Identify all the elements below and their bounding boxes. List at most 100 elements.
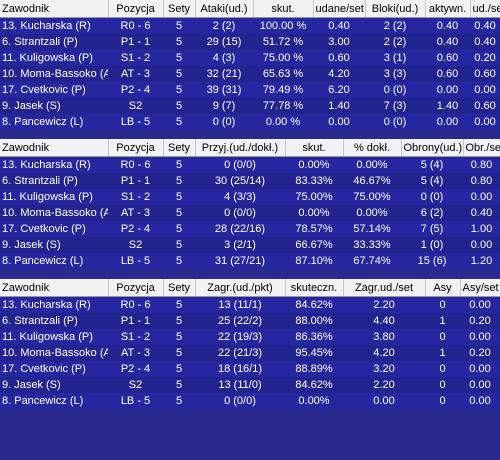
player-name-cell: 13. Kucharska (R) xyxy=(0,296,108,313)
table-row[interactable]: 10. Moma-Bassoko (A) AT - 3 5 32 (21) 65.63 … xyxy=(0,66,500,82)
player-name-cell: 17. Cvetkovic (P) xyxy=(0,82,108,98)
column-header-player[interactable]: Zawodnik xyxy=(0,279,109,297)
stat-cell: 29 (15) xyxy=(195,34,253,50)
stat-cell: 7 (3) xyxy=(365,98,425,114)
column-header-blocks[interactable]: Bloki(ud.) xyxy=(365,0,426,18)
stat-cell: 79.49 % xyxy=(253,82,313,98)
column-header-position[interactable]: Pozycja xyxy=(108,139,164,157)
column-header-aces-per-set[interactable]: Asy/set xyxy=(460,279,500,297)
table-header: Zawodnik Pozycja Sety Ataki(ud.) skut. u… xyxy=(0,0,500,18)
stat-cell: 57.14% xyxy=(343,221,401,237)
stat-cell: 2.20 xyxy=(343,296,425,313)
stat-cell: 0 xyxy=(425,377,460,393)
serve-stats-table: Zawodnik Pozycja Sety Zagr.(ud./pkt) sku… xyxy=(0,279,500,409)
column-header-position[interactable]: Pozycja xyxy=(108,0,164,18)
table-row[interactable]: 6. Strantzali (P) P1 - 1 5 29 (15) 51.72 % 3.… xyxy=(0,34,500,50)
stat-cell: 33.33% xyxy=(343,237,401,253)
stat-cell: P1 - 1 xyxy=(108,173,163,189)
table-row[interactable]: 6. Strantzali (P) P1 - 1 5 30 (25/14) 83.33%… xyxy=(0,173,500,189)
column-header-aces[interactable]: Asy xyxy=(425,279,461,297)
stat-cell: 5 xyxy=(163,173,195,189)
table-row[interactable]: 13. Kucharska (R) R0 - 6 5 13 (11/1) 84.62% 2… xyxy=(0,296,500,313)
stat-cell: 32 (21) xyxy=(195,66,253,82)
stat-cell: 75.00 % xyxy=(253,50,313,66)
stat-cell: 0.80 xyxy=(463,156,500,173)
stat-cell: 0.40 xyxy=(470,17,500,34)
stat-cell: 87.10% xyxy=(285,253,343,269)
stat-cell: P1 - 1 xyxy=(108,34,163,50)
player-name-cell: 9. Jasek (S) xyxy=(0,377,108,393)
table-row[interactable]: 10. Moma-Bassoko (A) AT - 3 5 22 (21/3) 95.4… xyxy=(0,345,500,361)
player-name-cell: 8. Pancewicz (L) xyxy=(0,253,108,269)
column-header-sets[interactable]: Sety xyxy=(163,0,196,18)
stat-cell: 0 xyxy=(425,296,460,313)
column-header-efficiency[interactable]: skuteczn. xyxy=(285,279,344,297)
table-row[interactable]: 17. Cvetkovic (P) P2 - 4 5 39 (31) 79.49 % 6.… xyxy=(0,82,500,98)
stat-cell: 5 xyxy=(163,114,195,130)
stat-cell: 0.00 xyxy=(470,114,500,130)
column-header-attacks[interactable]: Ataki(ud.) xyxy=(195,0,254,18)
column-header-receptions[interactable]: Przyj.(ud./dokł.) xyxy=(195,139,286,157)
stat-cell: 0.00% xyxy=(343,156,401,173)
table-row[interactable]: 9. Jasek (S) S2 5 9 (7) 77.78 % 1.40 7 (3) 1.40… xyxy=(0,98,500,114)
stat-cell: 3.00 xyxy=(313,34,365,50)
column-header-serves[interactable]: Zagr.(ud./pkt) xyxy=(195,279,286,297)
stat-cell: P2 - 4 xyxy=(108,221,163,237)
column-header-player[interactable]: Zawodnik xyxy=(0,0,109,18)
column-header-sets[interactable]: Sety xyxy=(163,139,196,157)
column-header-activity[interactable]: aktywn. xyxy=(425,0,471,18)
stat-cell: 0.40 xyxy=(470,34,500,50)
stat-cell: LB - 5 xyxy=(108,114,163,130)
table-row[interactable]: 9. Jasek (S) S2 5 13 (11/0) 84.62% 2.20 0 0.00 xyxy=(0,377,500,393)
column-header-defenses-per-set[interactable]: Obr./se xyxy=(463,139,500,157)
stat-cell: 13 (11/0) xyxy=(195,377,285,393)
stat-cell: 0.00% xyxy=(285,156,343,173)
column-header-serves-per-set[interactable]: Zagr.ud./set xyxy=(343,279,426,297)
stat-cell: 84.62% xyxy=(285,377,343,393)
column-header-sets[interactable]: Sety xyxy=(163,279,196,297)
stat-cell: 5 xyxy=(163,253,195,269)
column-header-blocks-per-set[interactable]: ud./se xyxy=(470,0,500,18)
stat-cell: S1 - 2 xyxy=(108,50,163,66)
stat-cell: 3 (2/1) xyxy=(195,237,285,253)
stat-cell: AT - 3 xyxy=(108,205,163,221)
column-header-player[interactable]: Zawodnik xyxy=(0,139,109,157)
stat-cell: 0 (0) xyxy=(365,82,425,98)
stat-cell: 4.40 xyxy=(343,313,425,329)
table-row[interactable]: 9. Jasek (S) S2 5 3 (2/1) 66.67% 33.33% 1 (0) 0… xyxy=(0,237,500,253)
stat-cell: 88.00% xyxy=(285,313,343,329)
stat-cell: 5 xyxy=(163,296,195,313)
table-row[interactable]: 17. Cvetkovic (P) P2 - 4 5 18 (16/1) 88.89% 3… xyxy=(0,361,500,377)
player-name-cell: 9. Jasek (S) xyxy=(0,98,108,114)
table-row[interactable]: 17. Cvetkovic (P) P2 - 4 5 28 (22/16) 78.57%… xyxy=(0,221,500,237)
player-name-cell: 13. Kucharska (R) xyxy=(0,156,108,173)
stat-cell: 0.00 xyxy=(425,82,470,98)
column-header-efficiency[interactable]: skut. xyxy=(285,139,344,157)
column-header-successful-per-set[interactable]: udane/set xyxy=(313,0,366,18)
stat-cell: 0.00 xyxy=(463,237,500,253)
stat-cell: 6 (2) xyxy=(401,205,463,221)
column-header-accuracy[interactable]: % dokł. xyxy=(343,139,402,157)
stat-cell: 30 (25/14) xyxy=(195,173,285,189)
column-header-position[interactable]: Pozycja xyxy=(108,279,164,297)
table-row[interactable]: 11. Kuligowska (P) S1 - 2 5 22 (19/3) 86.36%… xyxy=(0,329,500,345)
table-row[interactable]: 8. Pancewicz (L) LB - 5 5 31 (27/21) 87.10% 6… xyxy=(0,253,500,269)
table-row[interactable]: 6. Strantzali (P) P1 - 1 5 25 (22/2) 88.00% 4… xyxy=(0,313,500,329)
stat-cell: R0 - 6 xyxy=(108,296,163,313)
stat-cell: 2.20 xyxy=(343,377,425,393)
player-name-cell: 6. Strantzali (P) xyxy=(0,313,108,329)
table-header: Zawodnik Pozycja Sety Zagr.(ud./pkt) sku… xyxy=(0,279,500,297)
stat-cell: 0.00 xyxy=(460,361,500,377)
column-header-efficiency[interactable]: skut. xyxy=(253,0,314,18)
stat-cell: S2 xyxy=(108,377,163,393)
stat-cell: 0.00 xyxy=(313,114,365,130)
player-name-cell: 8. Pancewicz (L) xyxy=(0,393,108,409)
column-header-defenses[interactable]: Obrony(ud.) xyxy=(401,139,464,157)
